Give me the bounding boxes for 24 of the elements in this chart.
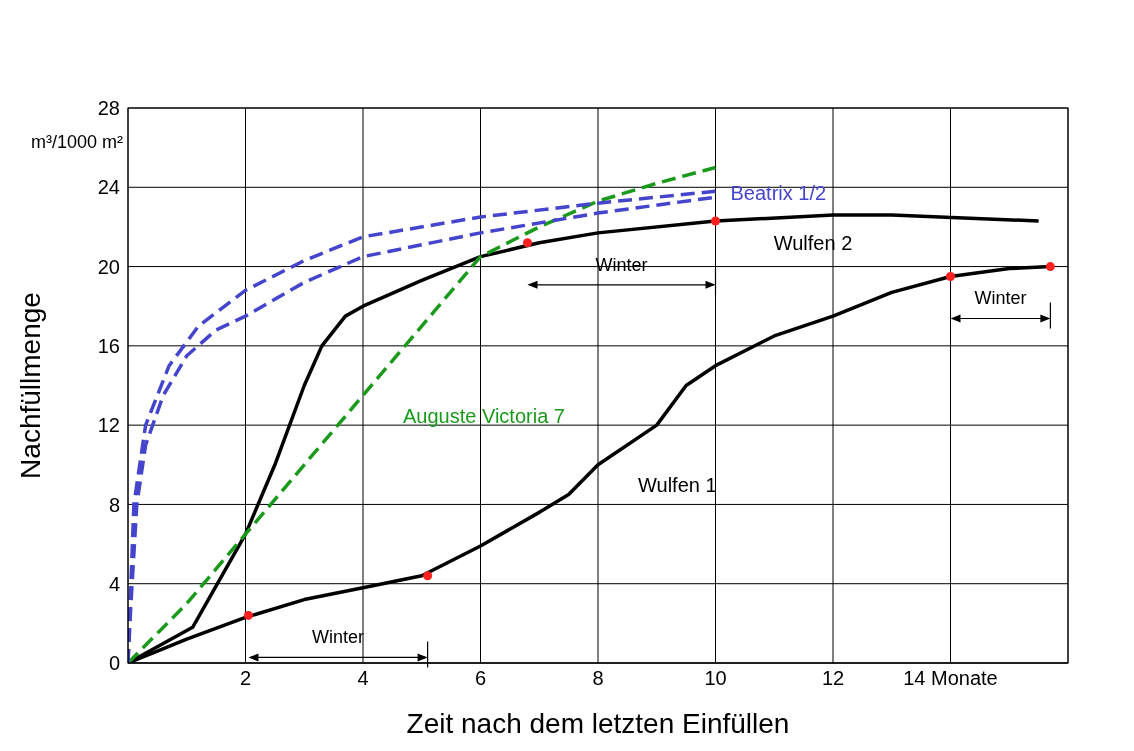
series-label: Beatrix 1/2 xyxy=(730,182,827,205)
annotation: Winter xyxy=(312,627,365,648)
y-tick-label: 20 xyxy=(97,255,120,278)
x-tick-label: 8 xyxy=(592,667,604,690)
annotation: Winter xyxy=(974,288,1027,309)
x-tick-label: 6 xyxy=(474,667,487,690)
series-label: Auguste Victoria 7 xyxy=(403,404,565,427)
x-tick-label: 2 xyxy=(239,667,252,690)
x-tick-label: 4 xyxy=(357,667,369,690)
series-label: Wulfen 2 xyxy=(773,232,853,255)
y-tick-label: 28 xyxy=(97,97,120,120)
y-axis-title: Nachfüllmenge xyxy=(15,292,47,479)
x-tick-label: 12 xyxy=(821,667,845,690)
y-tick-label: 16 xyxy=(97,334,120,357)
x-tick-label: 10 xyxy=(704,667,727,690)
series-label: Wulfen 1 xyxy=(638,474,717,497)
y-tick-label: 0 xyxy=(108,652,120,675)
text: m³/1000 m² xyxy=(30,132,123,152)
y-tick-label: 4 xyxy=(108,572,120,595)
y-tick-label: 12 xyxy=(97,414,120,437)
y-tick-label: 8 xyxy=(108,493,120,516)
x-tick-label: 14 Monate xyxy=(903,667,998,690)
x-axis-title: Zeit nach dem letzten Einfüllen xyxy=(406,708,790,739)
y-tick-label: 24 xyxy=(97,176,120,199)
